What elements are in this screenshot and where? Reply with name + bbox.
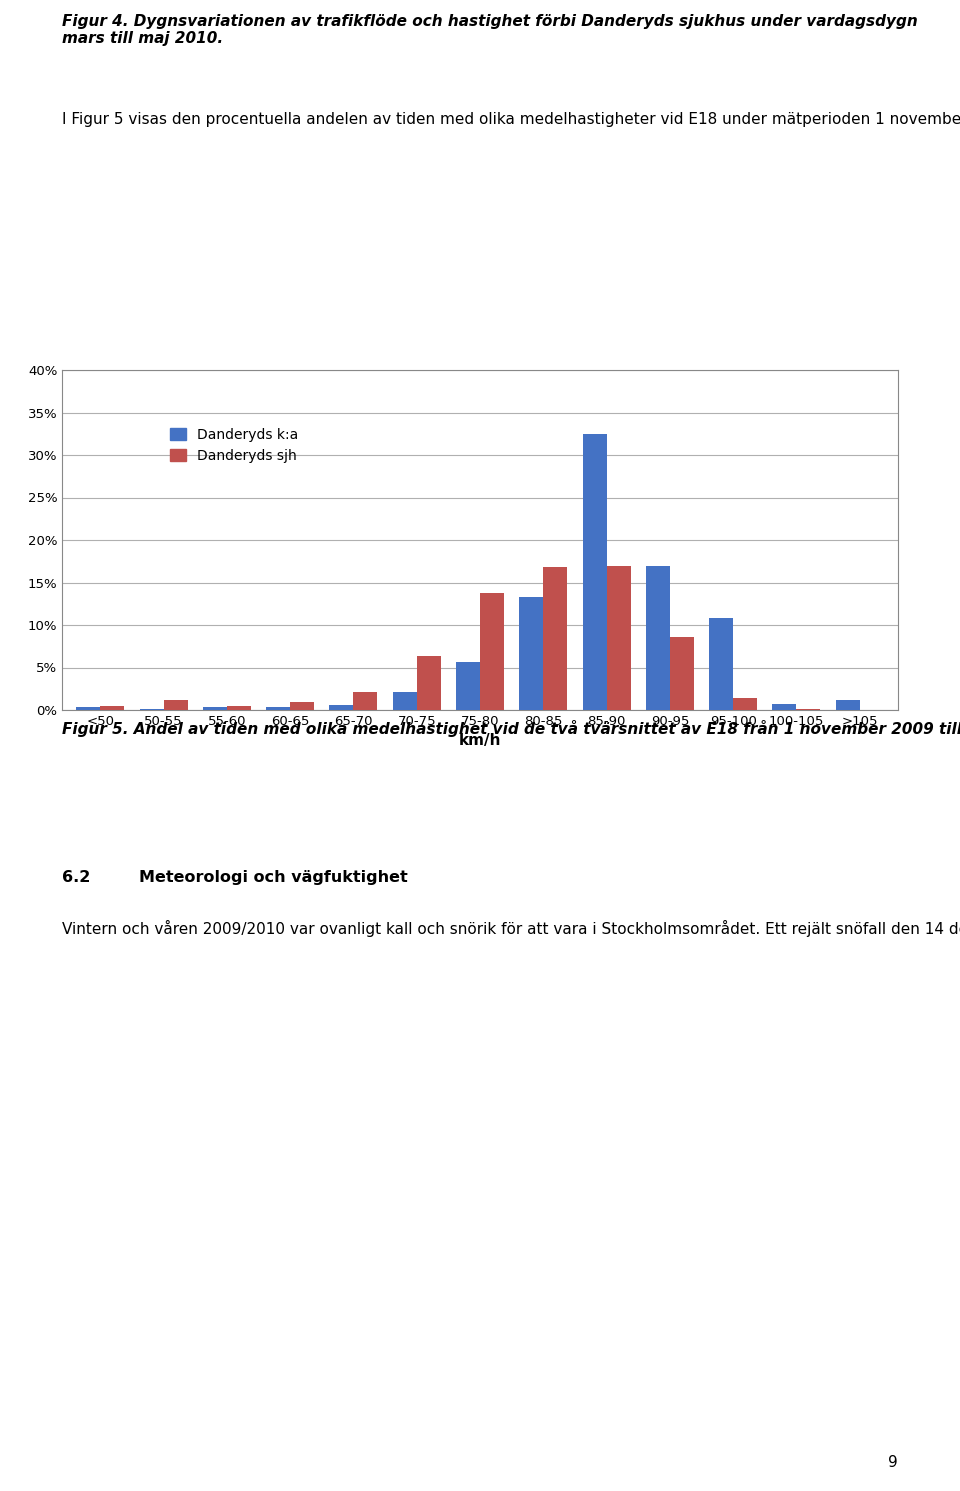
Bar: [77, 707, 101, 710]
Bar: [480, 593, 504, 710]
Bar: [646, 565, 670, 710]
X-axis label: km/h: km/h: [459, 734, 501, 748]
Text: 9: 9: [888, 1455, 898, 1470]
Bar: [773, 704, 797, 710]
Bar: [417, 656, 441, 710]
Text: I Figur 5 visas den procentuella andelen av tiden med olika medelhastigheter vid: I Figur 5 visas den procentuella andelen…: [62, 110, 960, 127]
Bar: [607, 565, 631, 710]
Bar: [353, 692, 377, 710]
Bar: [329, 705, 353, 710]
Bar: [835, 699, 859, 710]
Bar: [101, 705, 125, 710]
Bar: [456, 662, 480, 710]
Bar: [266, 707, 290, 710]
Text: Figur 5. Andel av tiden med olika medelhastighet vid de två tvärsnittet av E18 f: Figur 5. Andel av tiden med olika medelh…: [62, 720, 960, 737]
Text: 6.2: 6.2: [62, 871, 91, 886]
Text: Vintern och våren 2009/2010 var ovanligt kall och snörik för att vara i Stockhol: Vintern och våren 2009/2010 var ovanligt…: [62, 920, 960, 936]
Bar: [670, 637, 694, 710]
Text: Meteorologi och vägfuktighet: Meteorologi och vägfuktighet: [139, 871, 408, 886]
Bar: [290, 702, 314, 710]
Text: Figur 4. Dygnsvariationen av trafikflöde och hastighet förbi Danderyds sjukhus u: Figur 4. Dygnsvariationen av trafikflöde…: [62, 13, 918, 46]
Bar: [583, 434, 607, 710]
Bar: [163, 699, 188, 710]
Bar: [519, 596, 543, 710]
Bar: [709, 619, 733, 710]
Bar: [227, 705, 251, 710]
Bar: [393, 692, 417, 710]
Legend: Danderyds k:a, Danderyds sjh: Danderyds k:a, Danderyds sjh: [170, 428, 299, 462]
Bar: [203, 707, 227, 710]
Bar: [733, 698, 757, 710]
Bar: [543, 567, 567, 710]
